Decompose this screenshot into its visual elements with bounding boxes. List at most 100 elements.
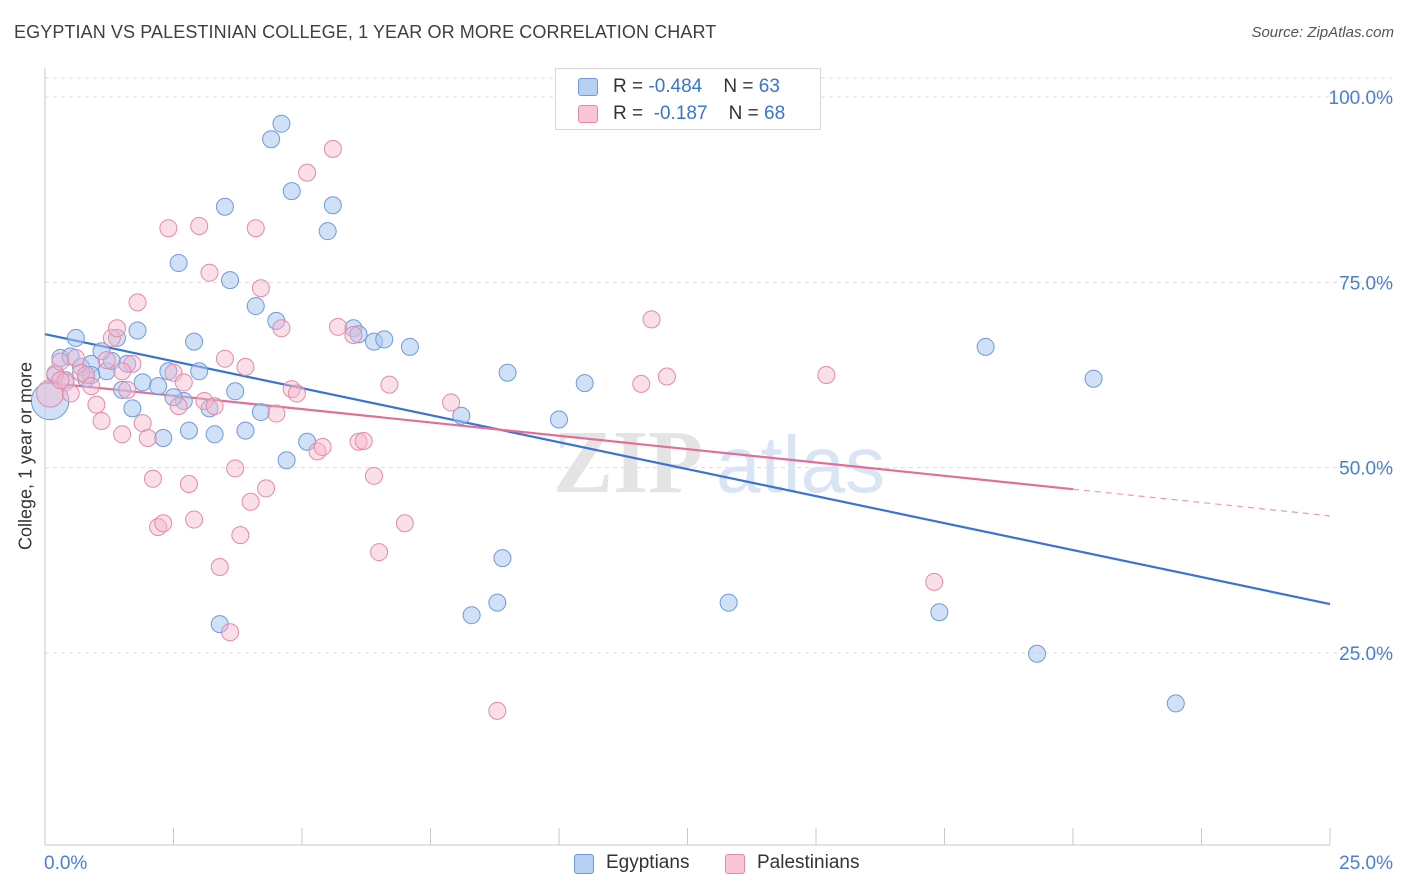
palestinians-point	[657, 367, 676, 386]
palestinians-r-label: R =	[613, 103, 649, 124]
palestinians-point	[97, 351, 116, 370]
palestinians-point	[241, 492, 260, 511]
egyptians-point	[277, 451, 296, 470]
y-tick-label: 25.0%	[1339, 644, 1393, 665]
egyptians-point	[154, 429, 173, 448]
palestinians-point	[77, 366, 96, 384]
data-points	[30, 114, 1185, 720]
palestinians-point	[51, 352, 70, 371]
egyptians-point	[323, 196, 342, 215]
palestinians-point	[488, 701, 507, 720]
egyptians-point	[375, 330, 394, 349]
palestinians-point	[82, 377, 101, 396]
palestinians-point	[364, 466, 383, 485]
legend-egyptians-text: R = -0.484 N = 63	[613, 76, 780, 98]
egyptians-point	[462, 606, 481, 625]
palestinians-point	[113, 362, 132, 381]
egyptians-point	[113, 380, 132, 399]
egyptians-point	[282, 182, 301, 201]
palestinians-point	[195, 391, 214, 410]
egyptians-point	[236, 421, 255, 440]
palestinians-point	[313, 437, 332, 456]
egyptians-point	[1028, 644, 1047, 663]
palestinians-point	[395, 514, 414, 533]
egyptians-point	[976, 337, 995, 356]
x-tick-label: 25.0%	[1339, 853, 1393, 874]
egyptians-point	[452, 406, 471, 425]
egyptians-legend-label: Egyptians	[606, 852, 690, 873]
egyptians-point	[1084, 369, 1103, 388]
palestinians-point	[92, 411, 111, 430]
source-label: Source: ZipAtlas.com	[1251, 24, 1394, 41]
chart-title: EGYPTIAN VS PALESTINIAN COLLEGE, 1 YEAR …	[14, 22, 717, 42]
y-tick-label: 50.0%	[1339, 459, 1393, 480]
egyptians-point	[221, 271, 240, 290]
palestinians-point	[267, 404, 286, 423]
egyptians-point	[226, 382, 245, 401]
palestinians-point	[128, 293, 147, 312]
palestinians-point	[344, 325, 363, 344]
palestinians-point	[236, 357, 255, 376]
egyptians-r-value: -0.484	[648, 76, 703, 97]
palestinians-point	[817, 366, 836, 384]
egyptians-point	[349, 325, 368, 344]
palestinians-point	[221, 623, 240, 642]
palestinians-trendline-extension	[1072, 488, 1331, 517]
palestinians-point	[113, 425, 132, 444]
egyptians-point	[272, 114, 291, 133]
palestinians-point	[102, 328, 121, 347]
palestinians-n-value: 68	[764, 103, 786, 124]
palestinians-point	[257, 479, 276, 498]
palestinians-point	[215, 349, 234, 368]
axes	[44, 68, 1331, 846]
palestinians-point	[174, 373, 193, 392]
palestinians-n-label: N =	[728, 103, 765, 124]
palestinians-point	[87, 395, 106, 414]
palestinians-point	[169, 397, 188, 416]
palestinians-point	[123, 354, 142, 373]
egyptians-point	[169, 254, 188, 273]
egyptians-point	[190, 362, 209, 381]
watermark-zip: ZIP	[553, 413, 703, 512]
egyptians-point	[493, 549, 512, 568]
legend-row-egyptians: R = -0.484 N = 63	[578, 74, 780, 100]
palestinians-legend-label: Palestinians	[757, 852, 860, 873]
palestinians-point	[642, 310, 661, 329]
palestinians-point	[272, 319, 291, 338]
legend-palestinians-text: R = -0.187 N = 68	[613, 103, 785, 125]
palestinians-swatch	[578, 105, 598, 123]
palestinians-point	[51, 371, 70, 390]
palestinians-point	[118, 380, 137, 399]
palestinians-point	[287, 384, 306, 403]
legend-row-palestinians: R = -0.187 N = 68	[578, 101, 785, 127]
egyptians-point	[123, 399, 142, 418]
egyptians-point	[575, 374, 594, 393]
palestinians-point	[154, 514, 173, 533]
egyptians-point	[185, 332, 204, 351]
palestinians-point	[251, 279, 270, 298]
palestinians-point	[138, 429, 157, 448]
egyptians-point	[400, 337, 419, 356]
palestinians-point	[200, 263, 219, 282]
x-tick-label: 0.0%	[44, 853, 87, 874]
palestinians-point	[226, 459, 245, 478]
egyptians-point	[246, 297, 265, 316]
palestinians-point	[185, 510, 204, 529]
palestinians-point	[349, 432, 368, 451]
y-tick-label: 75.0%	[1339, 273, 1393, 294]
palestinians-point	[323, 139, 342, 158]
palestinians-point	[632, 374, 651, 393]
watermark-atlas: atlas	[716, 420, 885, 509]
palestinians-point	[925, 572, 944, 591]
egyptians-point	[215, 197, 234, 216]
egyptians-point	[498, 363, 517, 382]
egyptians-point	[179, 421, 198, 440]
egyptians-point	[133, 373, 152, 392]
y-axis-label: College, 1 year or more	[15, 361, 36, 551]
palestinians-point	[354, 431, 373, 450]
palestinians-point	[179, 474, 198, 493]
watermark: ZIP atlas	[553, 413, 885, 512]
egyptians-point	[149, 377, 168, 396]
palestinians-point	[159, 219, 178, 238]
